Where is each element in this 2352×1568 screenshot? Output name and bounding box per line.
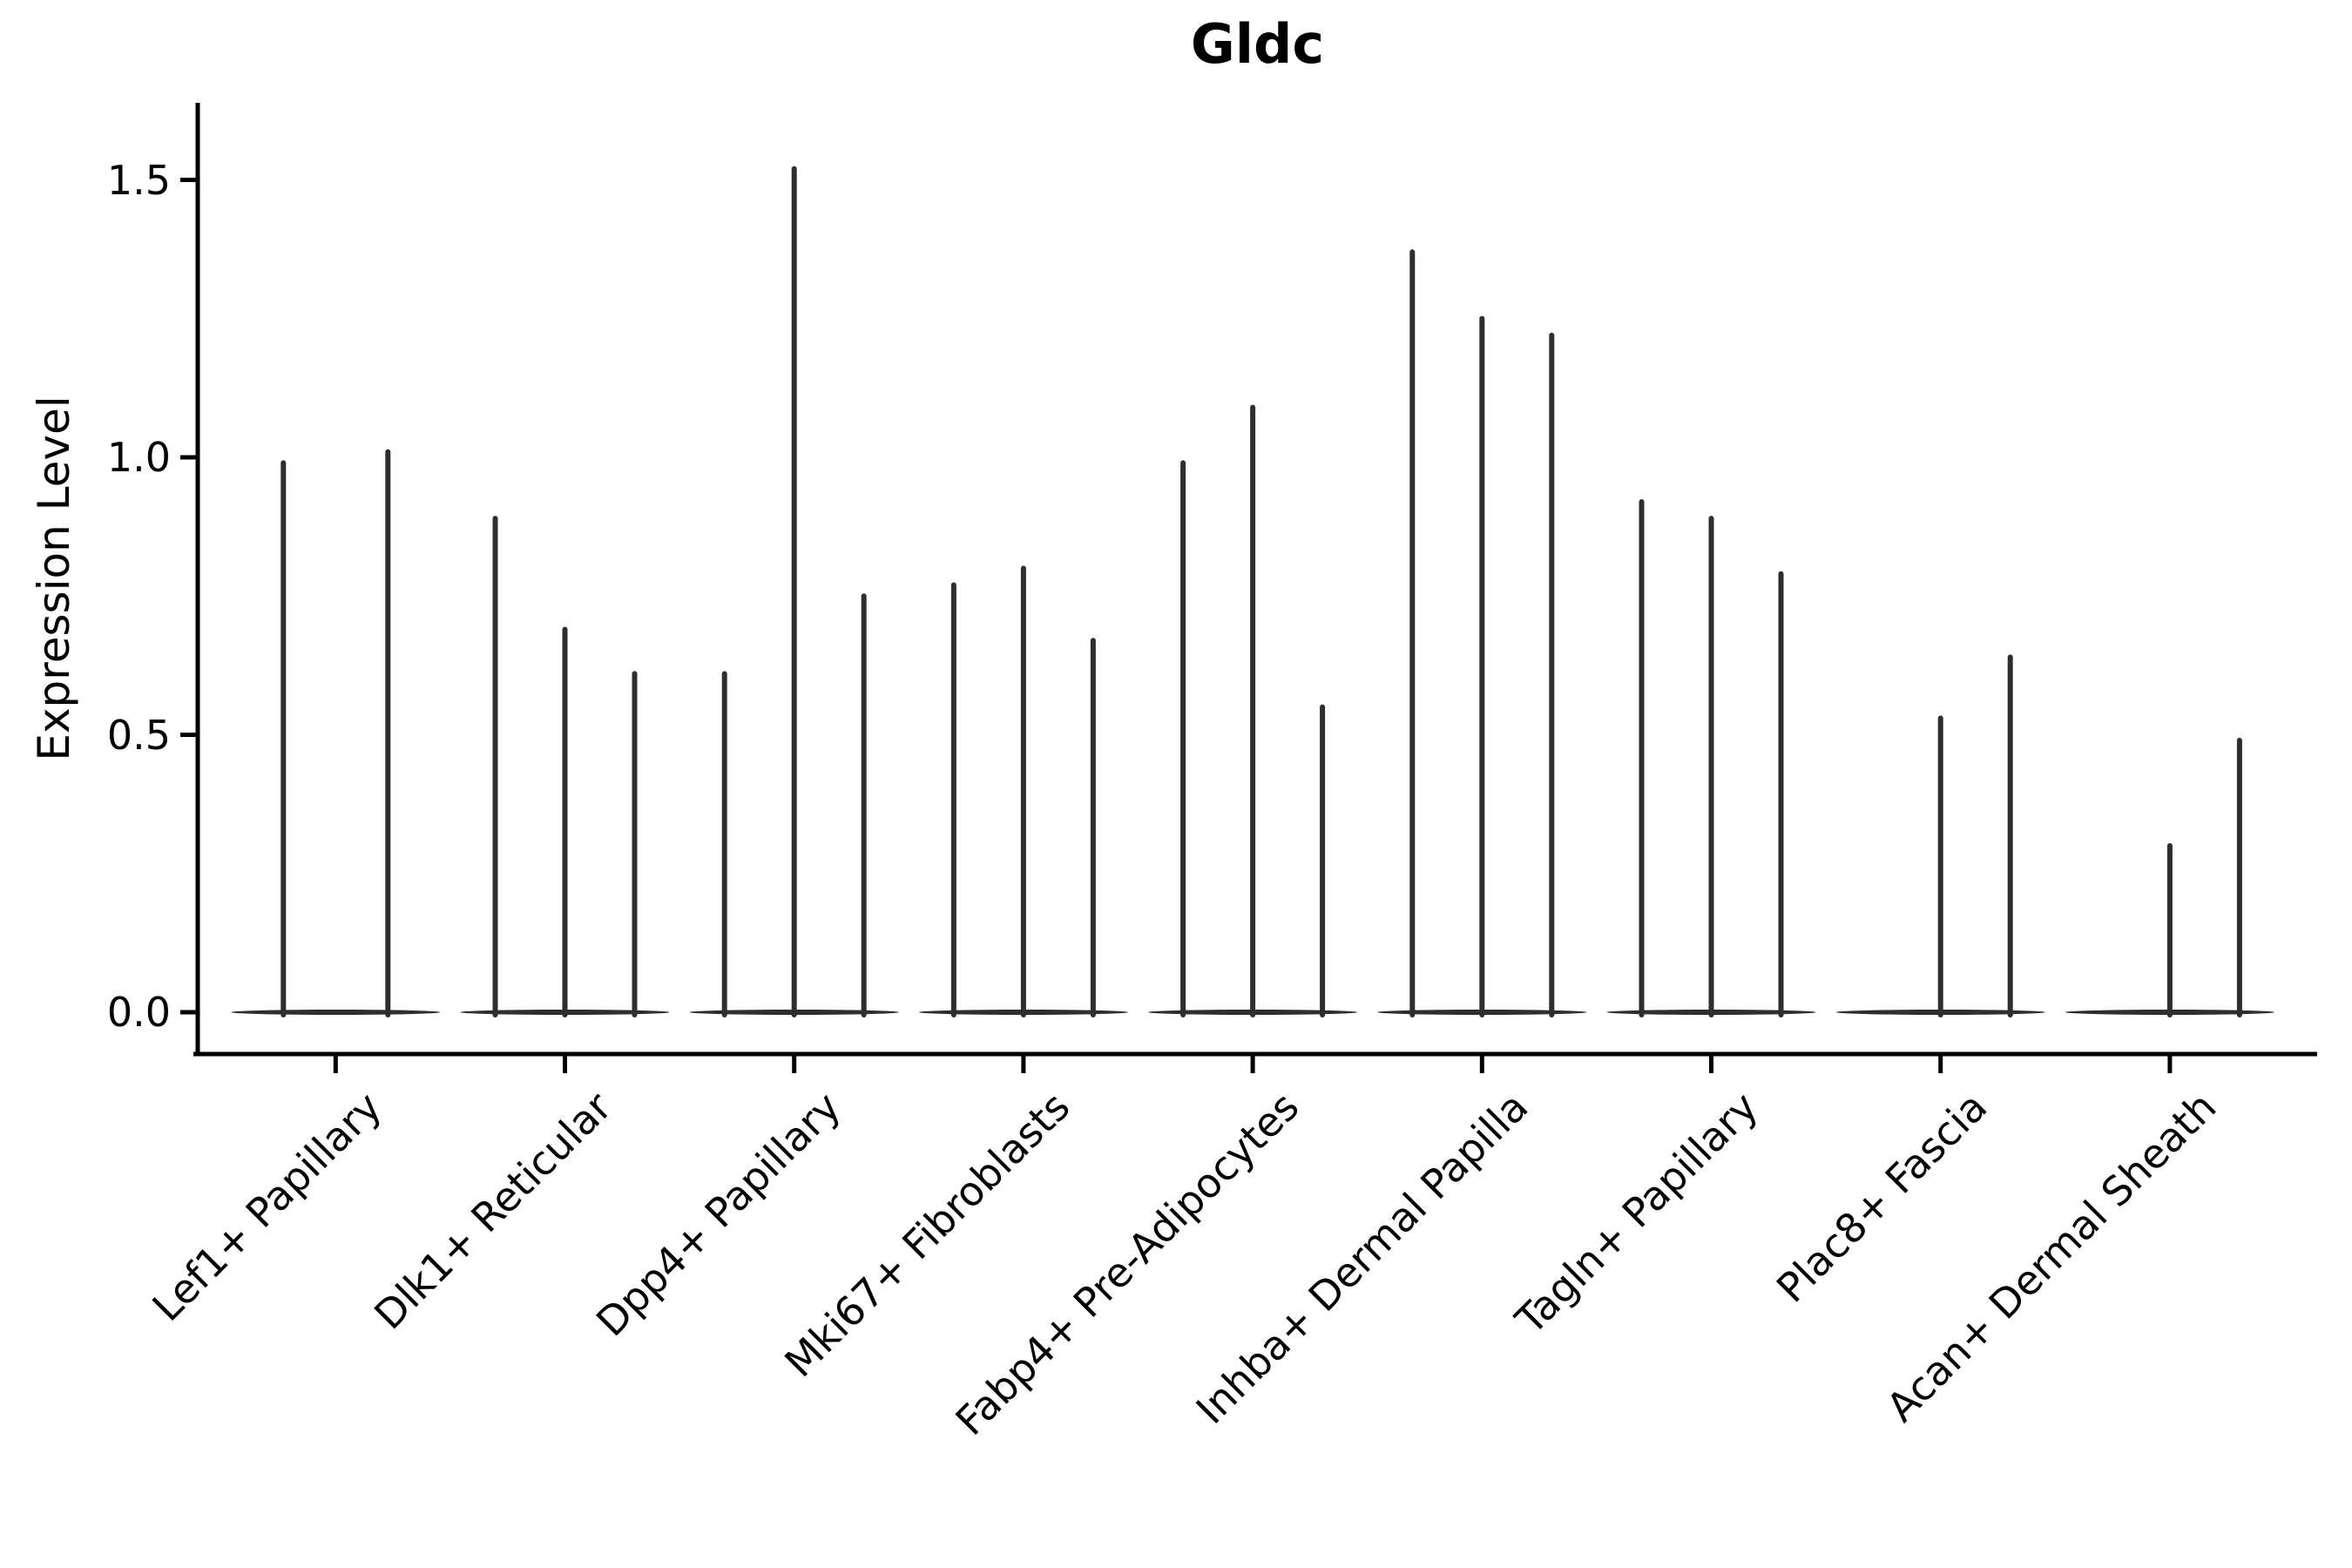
y-tick-label: 1.0 [106, 434, 171, 481]
y-tick-label: 0.5 [106, 711, 171, 759]
y-tick-label: 0.0 [106, 989, 171, 1036]
y-tick-label: 1.5 [106, 156, 171, 204]
violin-base [231, 1010, 441, 1015]
chart-title: Gldc [1190, 12, 1325, 76]
